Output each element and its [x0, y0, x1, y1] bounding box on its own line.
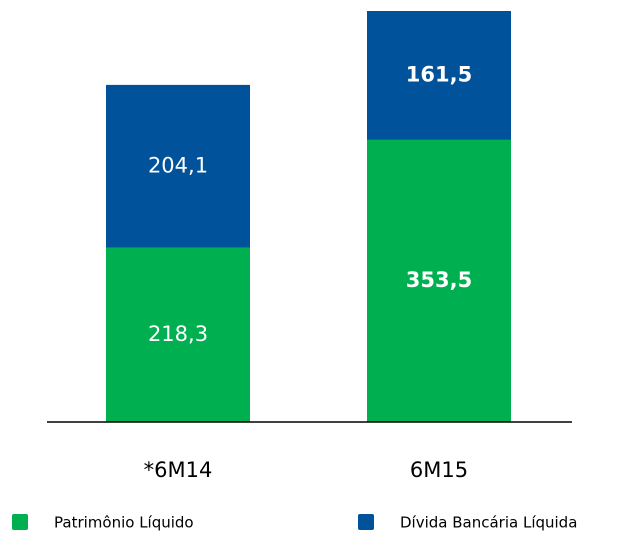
legend-swatch [358, 514, 374, 530]
x-tick-label: 6M15 [410, 458, 468, 482]
bar-segment [367, 139, 511, 422]
data-label: 204,1 [148, 153, 208, 177]
bar-segment [106, 84, 250, 248]
data-label: 353,5 [406, 268, 472, 292]
bar-segment [106, 247, 250, 422]
legend-swatch [12, 514, 28, 530]
data-label: 161,5 [406, 62, 472, 86]
data-label: 218,3 [148, 322, 208, 346]
legend-label: Patrimônio Líquido [54, 514, 194, 532]
x-tick-label: *6M14 [144, 458, 213, 482]
bar-segment [367, 11, 511, 140]
legend-label: Dívida Bancária Líquida [400, 514, 577, 532]
